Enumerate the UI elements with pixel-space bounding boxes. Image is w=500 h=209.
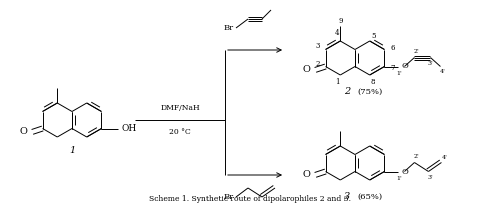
Text: 1': 1' (396, 71, 402, 76)
Text: O: O (302, 65, 310, 74)
Text: (75%): (75%) (357, 88, 382, 96)
Text: Br: Br (224, 24, 234, 32)
Text: DMF/NaH: DMF/NaH (160, 104, 200, 112)
Text: 3: 3 (344, 192, 350, 201)
Text: 2: 2 (316, 60, 320, 68)
Text: 1: 1 (335, 78, 340, 86)
Text: 8: 8 (370, 78, 375, 86)
Text: 2: 2 (344, 87, 350, 96)
Text: 5: 5 (372, 32, 376, 40)
Text: Br: Br (224, 193, 234, 201)
Text: 9: 9 (338, 17, 342, 25)
Text: 4: 4 (335, 29, 340, 37)
Text: 4': 4' (442, 155, 448, 160)
Text: 20 °C: 20 °C (169, 128, 191, 136)
Text: O: O (20, 127, 28, 136)
Text: 6: 6 (390, 43, 394, 51)
Text: 4': 4' (440, 69, 446, 74)
Text: 3: 3 (316, 42, 320, 51)
Text: 2': 2' (414, 154, 420, 159)
Text: 3': 3' (428, 175, 434, 180)
Text: 1: 1 (69, 146, 75, 155)
Text: 7: 7 (390, 65, 394, 73)
Text: (65%): (65%) (357, 193, 382, 201)
Text: O: O (402, 167, 408, 176)
Text: OH: OH (122, 124, 137, 133)
Text: O: O (402, 62, 408, 70)
Text: 1': 1' (396, 176, 402, 181)
Text: Scheme 1. Synthetic route of dipolarophiles 2 and 3.: Scheme 1. Synthetic route of dipolarophi… (149, 195, 351, 203)
Text: O: O (302, 170, 310, 179)
Text: 2': 2' (414, 49, 420, 54)
Text: 3': 3' (428, 61, 434, 66)
